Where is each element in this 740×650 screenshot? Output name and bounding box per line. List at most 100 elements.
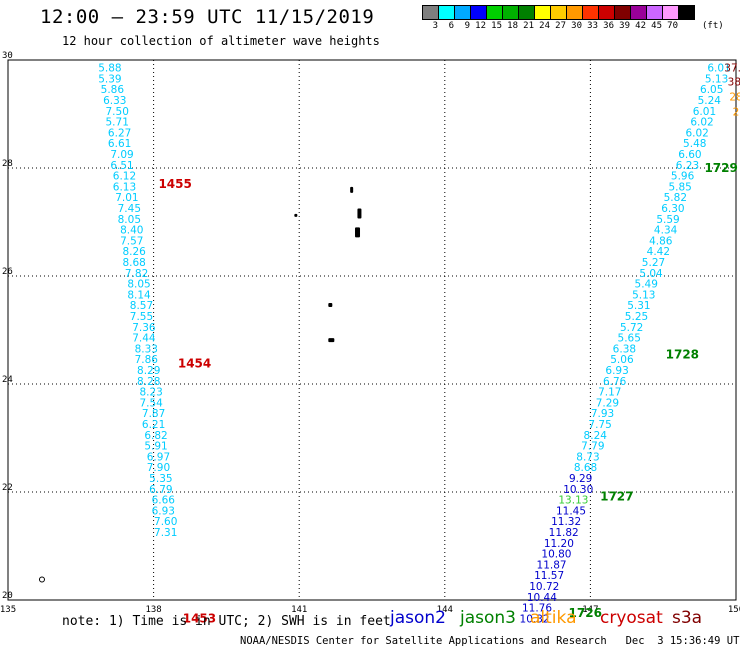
pass-time-label: 1727 (600, 489, 633, 503)
pass-time-label: 1454 (178, 356, 211, 370)
wave-height-value: 11.20 (544, 538, 574, 550)
legend-label: 33 (587, 21, 598, 31)
wave-height-value: 5.82 (664, 192, 687, 204)
wave-height-value: 6.76 (603, 376, 627, 388)
footnote: note: 1) Time is in UTC; 2) SWH is in fe… (62, 614, 391, 629)
legend-label: 3 (432, 21, 438, 31)
wave-height-value: 6.33 (103, 95, 126, 107)
legend-label: 36 (603, 21, 614, 31)
legend-label: 6 (448, 21, 454, 31)
y-tick-label: 28 (2, 159, 13, 169)
wave-height-value: 7.29 (596, 397, 619, 409)
wave-height-value: 7.79 (581, 441, 604, 453)
wave-height-value: 6.60 (678, 149, 701, 161)
legend-label: 18 (507, 21, 518, 31)
wave-height-value: 5.25 (625, 311, 648, 323)
wave-height-value: 5.71 (106, 117, 129, 129)
x-tick-label: 150 (728, 605, 740, 615)
legend-label: 21 (523, 21, 534, 31)
wave-height-value: 7.09 (110, 149, 133, 161)
wave-height-value: 7.01 (115, 192, 138, 204)
wave-height-value: 11.87 (537, 559, 567, 571)
wave-height-value: 5.96 (671, 171, 695, 183)
wave-height-value: 6.51 (110, 160, 133, 172)
satellite-jason2: jason2 (390, 608, 446, 628)
wave-height-value: 8.33 (135, 343, 158, 355)
wave-height-value: 6.01 (693, 106, 716, 118)
wave-height-value: 7.36 (132, 322, 156, 334)
wave-height-value: 8.73 (576, 451, 599, 463)
wave-height-value: 10.32 (520, 613, 550, 625)
land-mass (355, 227, 361, 238)
wave-height-value: 7.31 (154, 527, 177, 539)
wave-height-value: 7.50 (106, 106, 129, 118)
wave-height-value: 6.61 (108, 138, 131, 150)
wave-height-value: 6.79 (149, 484, 172, 496)
pass-time-label: 1453 (183, 611, 216, 625)
wave-height-value: 8.05 (118, 214, 141, 226)
x-tick-label: 141 (291, 605, 307, 615)
legend-label: 70 (667, 21, 678, 31)
wave-height-value: 8.57 (130, 300, 153, 312)
wave-height-value: 10.80 (541, 549, 571, 561)
wave-height-value: 7.75 (588, 419, 611, 431)
y-tick-label: 22 (2, 483, 13, 493)
wave-height-value: 5.48 (683, 138, 706, 150)
wave-height-value: 5.72 (620, 322, 643, 334)
wave-height-value: 8.05 (127, 279, 150, 291)
wave-height-value: 7.90 (147, 462, 170, 474)
land-mass (357, 208, 362, 219)
wave-height-value: 6.38 (613, 343, 636, 355)
wave-height-value: 6.93 (152, 505, 175, 517)
wave-height-value: 7.60 (154, 516, 177, 528)
legend-label: 12 (475, 21, 486, 31)
wave-height-value: 5.91 (144, 441, 167, 453)
wave-height-value: 10.44 (527, 592, 557, 604)
wave-height-value: 5.31 (627, 300, 650, 312)
wave-height-value: 7.45 (118, 203, 141, 215)
x-tick-label: 138 (145, 605, 161, 615)
wave-height-value: 6.01 (707, 63, 730, 75)
wave-height-value: 8.29 (137, 365, 160, 377)
wave-height-value: 5.04 (639, 268, 663, 280)
x-tick-label: 147 (582, 605, 598, 615)
satellite-cryosat: cryosat (600, 608, 663, 628)
x-tick-label: 144 (437, 605, 453, 615)
wave-height-value: 8.14 (127, 289, 151, 301)
pass-time-label: 1729 (704, 161, 737, 175)
wave-height-value: 11.76 (522, 603, 552, 615)
wave-height-value: 6.02 (690, 117, 713, 129)
pass-time-label: 1455 (158, 177, 191, 191)
wave-height-value: 10.72 (529, 581, 559, 593)
wave-height-value: 13.13 (558, 495, 588, 507)
wave-height-value: 11.45 (556, 505, 586, 517)
wave-height-value: 5.13 (705, 73, 728, 85)
wave-height-value: 5.24 (698, 95, 722, 107)
wave-height-value: 5.85 (668, 181, 691, 193)
y-tick-label: 24 (2, 375, 13, 385)
wave-height-value: 7.93 (591, 408, 614, 420)
wave-height-value: 5.88 (98, 63, 121, 75)
wave-height-value: 5.59 (656, 214, 679, 226)
wave-height-value: 6.30 (661, 203, 684, 215)
credit-line: NOAA/NESDIS Center for Satellite Applica… (240, 635, 740, 647)
legend-label: 30 (571, 21, 582, 31)
wave-height-value: 10.30 (563, 484, 593, 496)
wave-height-value: 8.68 (574, 462, 597, 474)
wave-height-value: 7.17 (598, 387, 621, 399)
island-marker (38, 576, 45, 583)
wave-height-value: 7.57 (120, 235, 143, 247)
wave-height-value: 5.65 (618, 333, 641, 345)
wave-height-value: 4.86 (649, 235, 673, 247)
wave-height-value: 5.27 (642, 257, 665, 269)
wave-height-value: 5.06 (610, 354, 634, 366)
wave-height-value: 11.82 (549, 527, 579, 539)
wave-height-value: 9.29 (569, 473, 592, 485)
wave-height-value: 37.0 (724, 63, 740, 75)
wave-height-value: 6.23 (676, 160, 699, 172)
wave-height-value: 7.87 (142, 408, 165, 420)
satellite-s3a: s3a (672, 608, 703, 628)
color-legend (422, 5, 695, 20)
wave-height-value: 8.26 (122, 246, 146, 258)
